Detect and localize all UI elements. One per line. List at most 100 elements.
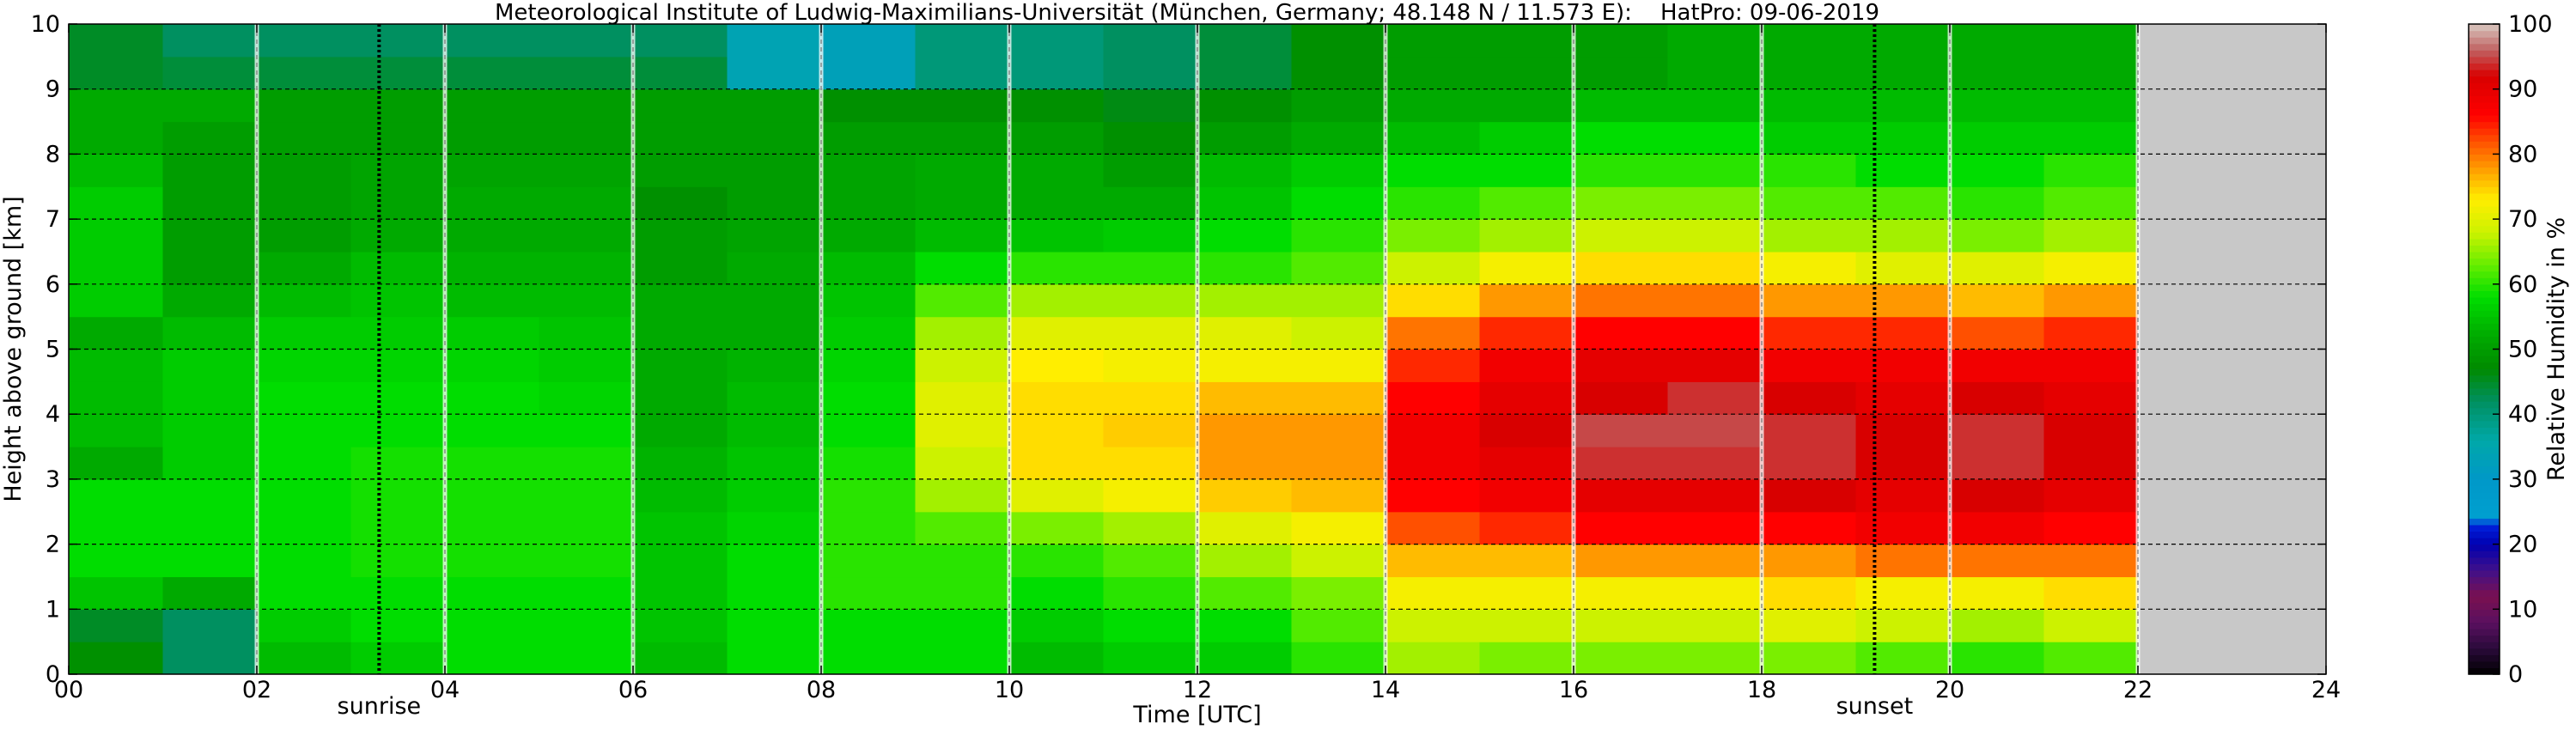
- heatmap-cell: [350, 576, 446, 610]
- heatmap-cell: [1103, 24, 1198, 58]
- heatmap-cell: [1197, 316, 1293, 350]
- heatmap-cell: [539, 219, 634, 252]
- heatmap-cell: [257, 154, 352, 187]
- heatmap-cell: [1479, 478, 1574, 513]
- heatmap-cell: [1667, 316, 1763, 350]
- colorbar-segment: [2469, 414, 2500, 422]
- heatmap-cell: [539, 88, 634, 123]
- colorbar-segment: [2469, 271, 2500, 278]
- heatmap-cell: [821, 186, 917, 220]
- heatmap-cell: [1385, 381, 1481, 415]
- y-tick-label: 3: [46, 466, 60, 493]
- heatmap-cell: [1855, 642, 1951, 674]
- colorbar-tick-label: 50: [2508, 337, 2537, 363]
- heatmap-cell: [1385, 642, 1481, 674]
- heatmap-cell: [2043, 56, 2139, 90]
- heatmap-cell: [69, 414, 164, 447]
- heatmap-cell: [539, 544, 634, 578]
- heatmap-cell: [1009, 316, 1105, 350]
- heatmap-cell: [2043, 88, 2139, 123]
- heatmap-cell: [1574, 447, 1669, 480]
- heatmap-cell: [1855, 283, 1951, 318]
- heatmap-cell: [1009, 511, 1105, 545]
- heatmap-cell: [1855, 186, 1951, 220]
- colorbar-ticks: 0 10 20 30 40 50 60 70 80 90 100: [2493, 11, 2553, 688]
- heatmap-cell: [1103, 186, 1198, 220]
- colorbar-segment: [2469, 56, 2500, 64]
- heatmap-cell: [727, 56, 822, 90]
- heatmap-cell: [162, 88, 258, 123]
- heatmap-cell: [1762, 251, 1857, 285]
- heatmap-cell: [1385, 186, 1481, 220]
- heatmap-cell: [69, 642, 164, 674]
- heatmap-cell: [2043, 24, 2139, 58]
- heatmap-cell: [1574, 283, 1669, 318]
- colorbar-tick-label: 30: [2508, 466, 2537, 493]
- y-tick-label: 9: [46, 76, 60, 103]
- heatmap-cell: [727, 544, 822, 578]
- heatmap-cell: [2043, 381, 2139, 415]
- heatmap-cell: [1855, 24, 1951, 58]
- heatmap-cell: [257, 283, 352, 318]
- colorbar-segment: [2469, 453, 2500, 460]
- colorbar-segment: [2469, 43, 2500, 51]
- heatmap-cell: [633, 349, 728, 382]
- heatmap-cell: [1103, 576, 1198, 610]
- heatmap-cell: [350, 219, 446, 252]
- heatmap-cell: [445, 219, 540, 252]
- colorbar-segment: [2469, 225, 2500, 233]
- heatmap-cell: [915, 283, 1010, 318]
- heatmap-cell: [1762, 447, 1857, 480]
- heatmap-cell: [1479, 316, 1574, 350]
- heatmap-cell: [350, 24, 446, 58]
- heatmap-cell: [727, 186, 822, 220]
- heatmap-cell: [257, 56, 352, 90]
- heatmap-cell: [1855, 447, 1951, 480]
- colorbar-segment: [2469, 433, 2500, 441]
- heatmap-cell: [1762, 186, 1857, 220]
- colorbar-segment: [2469, 296, 2500, 305]
- heatmap-cell: [1291, 251, 1386, 285]
- colorbar-segment: [2469, 186, 2500, 194]
- heatmap-cell: [350, 349, 446, 382]
- heatmap-cell: [2043, 609, 2139, 642]
- colorbar-segment: [2469, 615, 2500, 624]
- colorbar-segment: [2469, 173, 2500, 181]
- heatmap-cell: [1009, 121, 1105, 155]
- heatmap-cell: [1667, 478, 1763, 513]
- heatmap-cell: [257, 121, 352, 155]
- sun-event-label: sunset: [1836, 693, 1914, 720]
- heatmap-cell: [1009, 251, 1105, 285]
- sun-annotations: sunrise sunset: [338, 693, 1914, 720]
- heatmap-cell: [539, 447, 634, 480]
- heatmap-cell: [915, 219, 1010, 252]
- heatmap-cell: [727, 642, 822, 674]
- heatmap-cell: [1855, 316, 1951, 350]
- heatmap-cell: [445, 478, 540, 513]
- heatmap-cell: [915, 414, 1010, 447]
- colorbar-segment: [2469, 576, 2500, 584]
- heatmap-cell: [257, 478, 352, 513]
- colorbar-segment: [2469, 602, 2500, 610]
- heatmap-cell: [257, 414, 352, 447]
- colorbar-tick-label: 60: [2508, 271, 2537, 298]
- heatmap-cell: [69, 478, 164, 513]
- colorbar-segment: [2469, 76, 2500, 83]
- heatmap-cell: [539, 56, 634, 90]
- heatmap-cell: [727, 576, 822, 610]
- heatmap-cell: [1950, 609, 2045, 642]
- colorbar-segment: [2469, 108, 2500, 116]
- heatmap-cell: [821, 316, 917, 350]
- x-tick-label: 16: [1559, 677, 1588, 703]
- heatmap-cell: [1009, 478, 1105, 513]
- heatmap-cell: [1385, 511, 1481, 545]
- heatmap-cell: [162, 316, 258, 350]
- colorbar-segment: [2469, 648, 2500, 655]
- heatmap-cell: [162, 251, 258, 285]
- colorbar-segment: [2469, 265, 2500, 272]
- y-tick-label: 4: [46, 401, 60, 428]
- colorbar-segment: [2469, 401, 2500, 409]
- heatmap-cell: [1009, 219, 1105, 252]
- heatmap-cell: [1950, 56, 2045, 90]
